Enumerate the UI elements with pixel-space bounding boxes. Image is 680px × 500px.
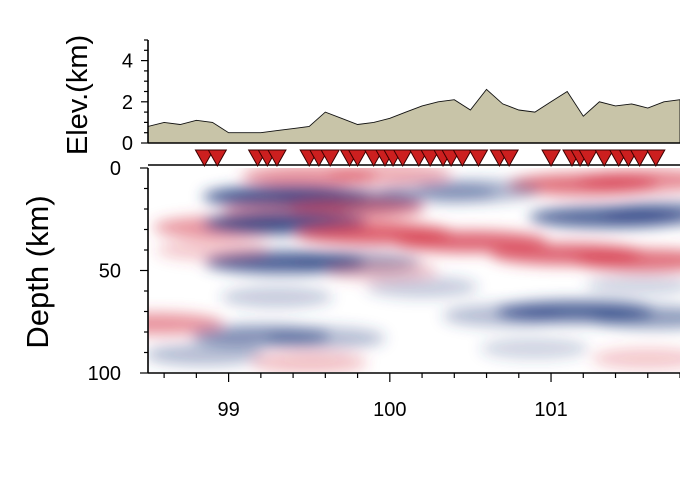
station-marker bbox=[452, 149, 473, 168]
negative-anomaly bbox=[416, 179, 541, 202]
negative-anomaly bbox=[600, 202, 680, 225]
depth-tick-label: 50 bbox=[99, 261, 121, 283]
station-marker bbox=[392, 149, 413, 168]
positive-anomaly bbox=[251, 351, 368, 372]
stations-layer bbox=[194, 149, 666, 168]
station-marker bbox=[629, 149, 650, 168]
positive-anomaly bbox=[327, 168, 452, 186]
elevation-tick-label: 2 bbox=[122, 92, 133, 114]
positive-anomaly bbox=[591, 347, 680, 370]
depth-tick-label: 0 bbox=[110, 158, 121, 180]
positive-anomaly bbox=[572, 249, 680, 272]
positive-anomaly bbox=[156, 239, 269, 261]
positive-anomaly bbox=[325, 259, 439, 282]
negative-anomaly bbox=[148, 343, 265, 366]
elevation-y-label: Elev.(km) bbox=[62, 35, 94, 155]
station-strip bbox=[148, 149, 680, 168]
station-marker bbox=[541, 149, 561, 168]
positive-anomaly bbox=[578, 169, 680, 192]
elevation-y-axis: 0 2 4 bbox=[122, 39, 149, 155]
station-marker bbox=[207, 149, 228, 168]
depth-tick-label: 100 bbox=[88, 363, 121, 385]
longitude-tick-label: 100 bbox=[373, 399, 406, 421]
depth-y-label: Depth (km) bbox=[20, 195, 55, 348]
elevation-area bbox=[147, 88, 680, 144]
station-marker bbox=[347, 149, 368, 168]
longitude-tick-label: 101 bbox=[534, 399, 567, 421]
station-marker bbox=[267, 149, 287, 168]
negative-anomaly bbox=[480, 337, 590, 360]
station-marker bbox=[194, 149, 215, 168]
station-marker bbox=[645, 149, 666, 168]
station-marker bbox=[420, 149, 440, 168]
heatmap-panel: 0 50 100 99 100 101 Depth (km) bbox=[20, 158, 680, 421]
elevation-panel: 0 2 4 Elev.(km) bbox=[62, 35, 680, 155]
longitude-tick-label: 99 bbox=[217, 399, 239, 421]
station-marker bbox=[499, 149, 519, 168]
longitude-x-axis: 99 100 101 bbox=[163, 373, 680, 421]
negative-anomaly bbox=[442, 304, 563, 327]
positive-anomaly bbox=[148, 312, 224, 335]
station-marker bbox=[468, 149, 489, 168]
negative-anomaly bbox=[588, 306, 680, 329]
negative-anomaly bbox=[585, 273, 680, 296]
depth-y-axis: 0 50 100 bbox=[88, 158, 148, 385]
negative-anomaly bbox=[365, 275, 479, 298]
station-marker bbox=[578, 149, 598, 168]
negative-anomaly bbox=[220, 286, 334, 309]
heatmap-anomalies bbox=[148, 168, 680, 372]
station-marker bbox=[594, 149, 615, 168]
elevation-tick-label: 0 bbox=[122, 133, 133, 155]
elevation-tick-label: 4 bbox=[122, 51, 133, 73]
negative-anomaly bbox=[265, 327, 386, 350]
station-marker bbox=[320, 149, 341, 168]
